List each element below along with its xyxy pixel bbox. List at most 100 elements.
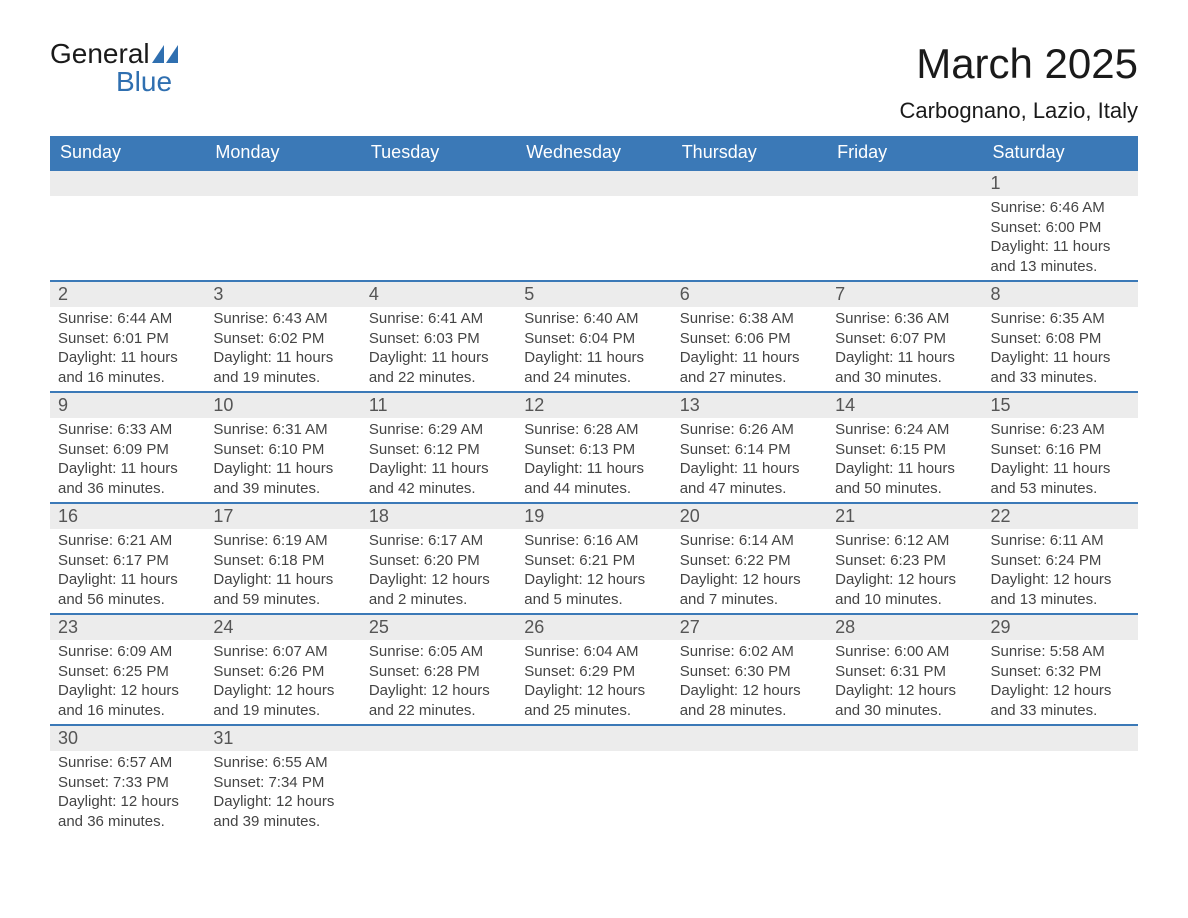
day-header: Friday — [827, 136, 982, 170]
daylight-line: Daylight: 12 hours and 25 minutes. — [524, 681, 663, 720]
sunset-line: Sunset: 6:18 PM — [213, 551, 352, 571]
day-detail-cell — [827, 751, 982, 835]
daylight-line: Daylight: 12 hours and 22 minutes. — [369, 681, 508, 720]
day-detail-cell — [516, 196, 671, 281]
sunset-line: Sunset: 6:09 PM — [58, 440, 197, 460]
day-detail-cell: Sunrise: 6:43 AMSunset: 6:02 PMDaylight:… — [205, 307, 360, 392]
day-detail-cell: Sunrise: 6:35 AMSunset: 6:08 PMDaylight:… — [983, 307, 1138, 392]
day-detail-cell: Sunrise: 6:23 AMSunset: 6:16 PMDaylight:… — [983, 418, 1138, 503]
sunset-line: Sunset: 6:32 PM — [991, 662, 1130, 682]
day-number-cell: 10 — [205, 392, 360, 418]
sunrise-line: Sunrise: 6:46 AM — [991, 198, 1130, 218]
sunrise-line: Sunrise: 5:58 AM — [991, 642, 1130, 662]
day-detail-cell: Sunrise: 6:05 AMSunset: 6:28 PMDaylight:… — [361, 640, 516, 725]
sunrise-line: Sunrise: 6:36 AM — [835, 309, 974, 329]
day-detail-cell: Sunrise: 6:38 AMSunset: 6:06 PMDaylight:… — [672, 307, 827, 392]
day-detail-cell: Sunrise: 6:24 AMSunset: 6:15 PMDaylight:… — [827, 418, 982, 503]
sunset-line: Sunset: 6:15 PM — [835, 440, 974, 460]
daylight-line: Daylight: 11 hours and 22 minutes. — [369, 348, 508, 387]
day-number-cell: 1 — [983, 170, 1138, 196]
sunset-line: Sunset: 6:26 PM — [213, 662, 352, 682]
daylight-line: Daylight: 12 hours and 39 minutes. — [213, 792, 352, 831]
daylight-line: Daylight: 11 hours and 33 minutes. — [991, 348, 1130, 387]
day-number-cell: 13 — [672, 392, 827, 418]
sunrise-line: Sunrise: 6:55 AM — [213, 753, 352, 773]
day-detail-cell: Sunrise: 6:19 AMSunset: 6:18 PMDaylight:… — [205, 529, 360, 614]
day-number-cell: 3 — [205, 281, 360, 307]
daylight-line: Daylight: 11 hours and 24 minutes. — [524, 348, 663, 387]
day-detail-cell: Sunrise: 5:58 AMSunset: 6:32 PMDaylight:… — [983, 640, 1138, 725]
detail-row: Sunrise: 6:33 AMSunset: 6:09 PMDaylight:… — [50, 418, 1138, 503]
sunset-line: Sunset: 6:13 PM — [524, 440, 663, 460]
day-detail-cell: Sunrise: 6:36 AMSunset: 6:07 PMDaylight:… — [827, 307, 982, 392]
sunset-line: Sunset: 6:22 PM — [680, 551, 819, 571]
daylight-line: Daylight: 12 hours and 2 minutes. — [369, 570, 508, 609]
day-number-cell: 17 — [205, 503, 360, 529]
sunset-line: Sunset: 6:08 PM — [991, 329, 1130, 349]
daylight-line: Daylight: 11 hours and 44 minutes. — [524, 459, 663, 498]
day-header: Wednesday — [516, 136, 671, 170]
sunrise-line: Sunrise: 6:05 AM — [369, 642, 508, 662]
day-number-cell: 22 — [983, 503, 1138, 529]
sunset-line: Sunset: 6:14 PM — [680, 440, 819, 460]
sunset-line: Sunset: 6:00 PM — [991, 218, 1130, 238]
sunset-line: Sunset: 6:24 PM — [991, 551, 1130, 571]
daynum-row: 1 — [50, 170, 1138, 196]
daylight-line: Daylight: 11 hours and 16 minutes. — [58, 348, 197, 387]
day-number-cell: 8 — [983, 281, 1138, 307]
daylight-line: Daylight: 11 hours and 36 minutes. — [58, 459, 197, 498]
sunset-line: Sunset: 6:02 PM — [213, 329, 352, 349]
day-number-cell — [516, 170, 671, 196]
day-number-cell: 20 — [672, 503, 827, 529]
day-number-cell: 14 — [827, 392, 982, 418]
sunrise-line: Sunrise: 6:19 AM — [213, 531, 352, 551]
day-detail-cell — [516, 751, 671, 835]
sunset-line: Sunset: 6:31 PM — [835, 662, 974, 682]
daylight-line: Daylight: 11 hours and 59 minutes. — [213, 570, 352, 609]
detail-row: Sunrise: 6:57 AMSunset: 7:33 PMDaylight:… — [50, 751, 1138, 835]
sunset-line: Sunset: 6:07 PM — [835, 329, 974, 349]
day-number-cell: 21 — [827, 503, 982, 529]
sunset-line: Sunset: 7:33 PM — [58, 773, 197, 793]
day-detail-cell: Sunrise: 6:00 AMSunset: 6:31 PMDaylight:… — [827, 640, 982, 725]
daylight-line: Daylight: 11 hours and 42 minutes. — [369, 459, 508, 498]
sunset-line: Sunset: 6:30 PM — [680, 662, 819, 682]
day-detail-cell: Sunrise: 6:12 AMSunset: 6:23 PMDaylight:… — [827, 529, 982, 614]
location: Carbognano, Lazio, Italy — [900, 98, 1139, 124]
sunrise-line: Sunrise: 6:29 AM — [369, 420, 508, 440]
day-number-cell: 23 — [50, 614, 205, 640]
day-number-cell: 25 — [361, 614, 516, 640]
sunrise-line: Sunrise: 6:11 AM — [991, 531, 1130, 551]
daylight-line: Daylight: 12 hours and 30 minutes. — [835, 681, 974, 720]
sunrise-line: Sunrise: 6:35 AM — [991, 309, 1130, 329]
day-number-cell: 16 — [50, 503, 205, 529]
day-detail-cell — [361, 196, 516, 281]
daylight-line: Daylight: 11 hours and 19 minutes. — [213, 348, 352, 387]
daylight-line: Daylight: 11 hours and 50 minutes. — [835, 459, 974, 498]
sunrise-line: Sunrise: 6:14 AM — [680, 531, 819, 551]
day-number-cell: 6 — [672, 281, 827, 307]
day-number-cell: 15 — [983, 392, 1138, 418]
sunset-line: Sunset: 6:10 PM — [213, 440, 352, 460]
sunrise-line: Sunrise: 6:44 AM — [58, 309, 197, 329]
day-number-cell: 24 — [205, 614, 360, 640]
day-header: Saturday — [983, 136, 1138, 170]
day-header-row: SundayMondayTuesdayWednesdayThursdayFrid… — [50, 136, 1138, 170]
sunset-line: Sunset: 6:12 PM — [369, 440, 508, 460]
day-detail-cell: Sunrise: 6:02 AMSunset: 6:30 PMDaylight:… — [672, 640, 827, 725]
daylight-line: Daylight: 11 hours and 47 minutes. — [680, 459, 819, 498]
day-detail-cell: Sunrise: 6:17 AMSunset: 6:20 PMDaylight:… — [361, 529, 516, 614]
day-number-cell: 26 — [516, 614, 671, 640]
sunset-line: Sunset: 6:29 PM — [524, 662, 663, 682]
logo-flag-icon — [152, 45, 178, 63]
day-detail-cell: Sunrise: 6:33 AMSunset: 6:09 PMDaylight:… — [50, 418, 205, 503]
day-number-cell — [50, 170, 205, 196]
sunrise-line: Sunrise: 6:43 AM — [213, 309, 352, 329]
day-detail-cell — [672, 751, 827, 835]
day-number-cell — [827, 170, 982, 196]
sunrise-line: Sunrise: 6:38 AM — [680, 309, 819, 329]
sunset-line: Sunset: 6:17 PM — [58, 551, 197, 571]
day-number-cell: 9 — [50, 392, 205, 418]
day-detail-cell: Sunrise: 6:21 AMSunset: 6:17 PMDaylight:… — [50, 529, 205, 614]
daylight-line: Daylight: 11 hours and 53 minutes. — [991, 459, 1130, 498]
